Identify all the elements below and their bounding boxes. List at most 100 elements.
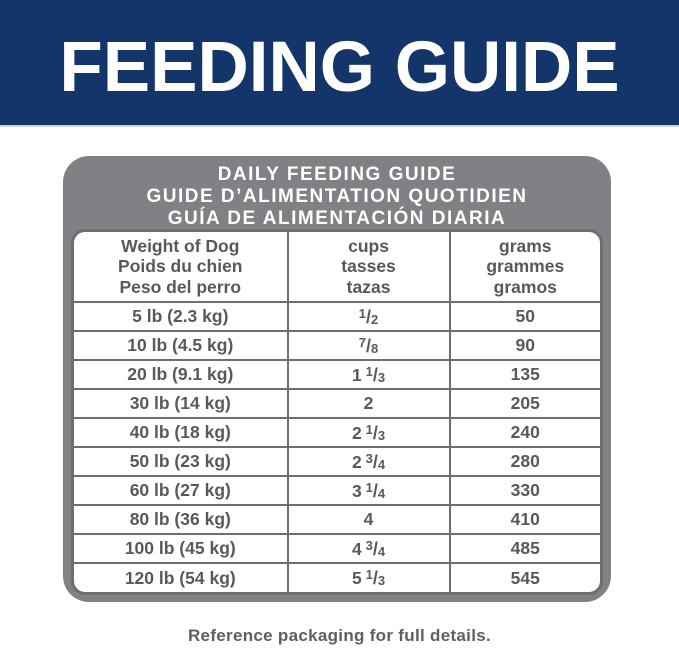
cups-cell: 4 [286,504,451,535]
cups-fraction: 1/3 [365,567,385,588]
cups-cell: 2 [286,388,451,419]
fraction-slash: / [366,335,372,356]
feeding-table-container: Weight of Dog Poids du chien Peso del pe… [71,229,603,595]
grams-cell: 485 [448,533,600,564]
daily-feeding-guide-panel: DAILY FEEDING GUIDE GUIDE D’ALIMENTATION… [63,156,611,602]
table-row: 120 lb (54 kg) 5 1/3 545 [74,562,600,592]
cups-whole-number: 4 [363,509,374,529]
weight-cell: 120 lb (54 kg) [74,562,289,592]
weight-cell: 20 lb (9.1 kg) [74,359,289,390]
fraction-denominator: 8 [371,340,379,356]
fraction-slash: / [366,306,372,327]
fraction-denominator: 2 [371,311,379,327]
weight-cell: 100 lb (45 kg) [74,533,289,564]
table-row: 20 lb (9.1 kg) 1 1/3 135 [74,359,600,390]
fraction-numerator: 3 [365,537,373,553]
grams-cell: 50 [448,301,600,332]
cups-cell: 4 3/4 [286,533,451,564]
cups-whole-number: 3 [351,480,362,501]
fraction-slash: / [372,451,378,472]
cups-fraction: 1/3 [365,363,386,385]
panel-title: DAILY FEEDING GUIDE GUIDE D’ALIMENTATION… [63,156,611,230]
fraction-denominator: 4 [377,456,386,472]
weight-cell: 60 lb (27 kg) [74,475,289,506]
cups-cell: 5 1/3 [286,562,451,592]
cups-value: 4 [364,509,374,529]
fraction-slash: / [372,538,378,559]
footnote: Reference packaging for full details. [0,626,679,646]
col-header-weight: Weight of Dog Poids du chien Peso del pe… [74,232,289,303]
cups-whole-number: 5 [351,568,362,588]
banner-title: FEEDING GUIDE [59,28,620,107]
cups-value: 7/8 [359,335,379,356]
fraction-slash: / [372,364,378,385]
cups-value: 1 1/3 [351,363,386,385]
panel-title-line-en: DAILY FEEDING GUIDE [217,164,457,185]
cups-fraction: 1/3 [365,421,385,443]
weight-cell: 5 lb (2.3 kg) [74,301,289,332]
table-row: 5 lb (2.3 kg) 1/2 50 [74,301,600,332]
grams-cell: 545 [448,562,600,592]
header-row: Weight of Dog Poids du chien Peso del pe… [74,232,600,303]
cups-cell: 2 3/4 [286,446,451,477]
fraction-slash: / [372,480,378,501]
cups-whole-number: 2 [363,393,374,413]
fraction-numerator: 1 [358,305,367,321]
panel-title-line-fr: GUIDE D’ALIMENTATION QUOTIDIEN [146,186,528,207]
fraction-numerator: 1 [365,567,373,582]
weight-cell: 80 lb (36 kg) [74,504,289,535]
cups-value: 3 1/4 [351,479,386,501]
cups-whole-number: 4 [351,538,362,559]
cups-fraction: 1/4 [365,479,386,501]
weight-cell: 40 lb (18 kg) [74,417,289,448]
grams-cell: 410 [448,504,600,535]
fraction-numerator: 3 [365,450,373,466]
col-header-weight-es: Peso del perro [119,276,242,297]
fraction-denominator: 3 [377,369,386,385]
col-header-weight-en: Weight of Dog [121,235,240,256]
table-row: 80 lb (36 kg) 4 410 [74,504,600,535]
cups-value: 2 3/4 [352,450,386,472]
banner: FEEDING GUIDE [0,0,679,127]
col-header-grams-es: gramos [493,276,557,297]
weight-cell: 30 lb (14 kg) [74,388,289,419]
fraction-numerator: 1 [365,363,373,379]
table-row: 10 lb (4.5 kg) 7/8 90 [74,330,600,361]
fraction-numerator: 1 [365,479,373,495]
cups-cell: 2 1/3 [286,417,451,448]
col-header-grams-fr: grammes [486,256,565,277]
table-row: 50 lb (23 kg) 2 3/4 280 [74,446,600,477]
grams-cell: 205 [448,388,600,419]
col-header-cups-fr: tasses [341,256,396,277]
grams-cell: 280 [448,446,600,477]
cups-cell: 1 1/3 [286,359,451,390]
feeding-table-body: 5 lb (2.3 kg) 1/2 50 10 lb (4.5 kg) 7/8 … [74,301,600,592]
table-row: 60 lb (27 kg) 3 1/4 330 [74,475,600,506]
fraction-slash: / [372,422,378,443]
col-header-cups: cups tasses tazas [286,232,451,303]
grams-cell: 135 [448,359,600,390]
cups-cell: 1/2 [286,301,451,332]
grams-cell: 90 [448,330,600,361]
table-row: 30 lb (14 kg) 2 205 [74,388,600,419]
cups-value: 5 1/3 [351,567,385,588]
cups-whole-number: 2 [351,422,362,443]
weight-cell: 10 lb (4.5 kg) [74,330,289,361]
col-header-grams: grams grammes gramos [448,232,600,303]
col-header-cups-en: cups [348,235,389,256]
panel-title-line-es: GUÍA DE ALIMENTACIÓN DIARIA [167,208,507,229]
cups-value: 2 [364,393,374,413]
cups-whole-number: 1 [351,364,362,385]
cups-fraction: 1/2 [358,305,379,327]
cups-value: 2 1/3 [351,421,385,443]
col-header-weight-fr: Poids du chien [118,256,243,277]
fraction-denominator: 4 [377,543,386,559]
cups-value: 1/2 [358,305,379,327]
cups-fraction: 3/4 [365,537,386,559]
fraction-numerator: 1 [365,421,373,437]
feeding-table: Weight of Dog Poids du chien Peso del pe… [74,232,600,592]
cups-fraction: 7/8 [359,335,379,356]
fraction-denominator: 4 [377,485,386,501]
cups-cell: 3 1/4 [286,475,451,506]
col-header-cups-es: tazas [346,276,391,297]
